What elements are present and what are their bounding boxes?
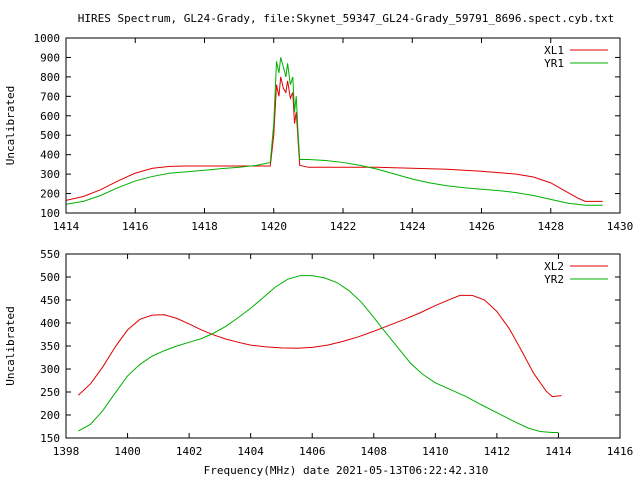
top-plot: Uncalibrated 1414 1416 1418 1420 1422 1424 1426… xyxy=(4,32,633,233)
top-y-tick-label: 700 xyxy=(40,90,60,103)
bottom-x-tick-label: 1414 xyxy=(545,445,572,458)
top-y-tick-label: 100 xyxy=(40,207,60,220)
bottom-y-tick-label: 550 xyxy=(40,248,60,261)
top-x-tick-label: 1414 xyxy=(53,220,80,233)
top-y-tick-label: 800 xyxy=(40,71,60,84)
top-x-tick-label: 1422 xyxy=(330,220,357,233)
bottom-plot-frame xyxy=(65,253,621,439)
figure-title: HIRES Spectrum, GL24-Grady, file:Skynet_… xyxy=(78,12,614,25)
top-y-tick-label: 200 xyxy=(40,188,60,201)
bottom-x-tick-label: 1410 xyxy=(422,445,449,458)
bottom-y-tick-label: 500 xyxy=(40,271,60,284)
top-legend-label-xl1: XL1 xyxy=(544,44,564,57)
bottom-y-tick-label: 200 xyxy=(40,409,60,422)
bottom-x-tick-label: 1408 xyxy=(361,445,388,458)
bottom-plot: Uncalibrated 1398 1400 1402 1404 1406 1408 1410… xyxy=(4,248,633,458)
bottom-legend-label-yr2: YR2 xyxy=(544,273,564,286)
bottom-y-tick-label: 400 xyxy=(40,317,60,330)
top-x-tick-label: 1426 xyxy=(468,220,495,233)
bottom-y-axis-label: Uncalibrated xyxy=(4,306,17,385)
top-legend-label-yr1: YR1 xyxy=(544,57,564,70)
bottom-x-tick-label: 1406 xyxy=(299,445,326,458)
bottom-series-yr2-line xyxy=(78,275,559,433)
top-y-tick-label: 900 xyxy=(40,51,60,64)
bottom-y-tick-label: 250 xyxy=(40,386,60,399)
top-y-tick-label: 400 xyxy=(40,149,60,162)
bottom-y-tick-label: 150 xyxy=(40,432,60,445)
bottom-series-xl2-line xyxy=(77,294,562,398)
top-x-tick-label: 1420 xyxy=(261,220,288,233)
top-y-tick-label: 600 xyxy=(40,110,60,123)
top-series-xl1-line xyxy=(66,76,603,202)
bottom-x-tick-label: 1416 xyxy=(607,445,634,458)
top-x-tick-label: 1430 xyxy=(607,220,634,233)
top-x-tick-label: 1428 xyxy=(538,220,565,233)
top-x-tick-label: 1424 xyxy=(399,220,426,233)
bottom-x-tick-label: 1398 xyxy=(53,445,80,458)
bottom-x-tick-label: 1404 xyxy=(237,445,264,458)
bottom-y-tick-label: 450 xyxy=(40,294,60,307)
top-x-tick-label: 1418 xyxy=(191,220,218,233)
top-plot-frame xyxy=(65,37,621,214)
bottom-y-tick-label: 300 xyxy=(40,363,60,376)
bottom-x-tick-label: 1400 xyxy=(114,445,141,458)
bottom-x-axis-label: Frequency(MHz) date 2021-05-13T06:22:42.… xyxy=(204,464,489,477)
bottom-legend-label-xl2: XL2 xyxy=(544,260,564,273)
top-y-tick-label: 500 xyxy=(40,129,60,142)
top-series-yr1-line xyxy=(66,57,603,206)
top-x-tick-label: 1416 xyxy=(122,220,149,233)
bottom-y-tick-label: 350 xyxy=(40,340,60,353)
bottom-x-tick-label: 1412 xyxy=(484,445,511,458)
top-y-tick-label: 1000 xyxy=(34,32,61,45)
top-y-tick-label: 300 xyxy=(40,168,60,181)
top-y-axis-label: Uncalibrated xyxy=(4,86,17,165)
bottom-x-tick-label: 1402 xyxy=(176,445,203,458)
